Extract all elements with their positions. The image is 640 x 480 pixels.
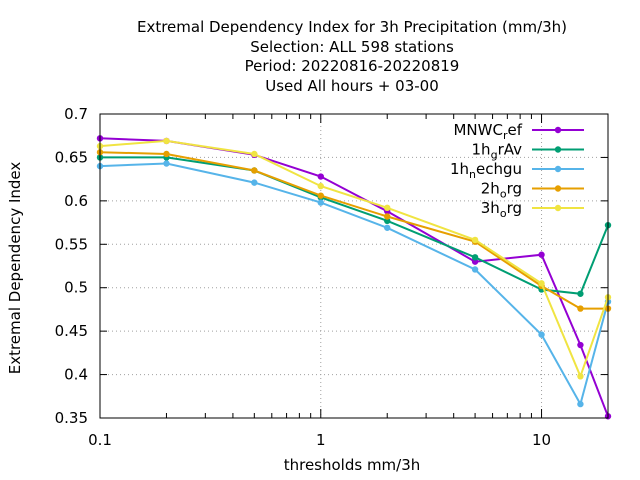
series-2 xyxy=(96,160,612,408)
series-3 xyxy=(96,149,612,312)
data-point xyxy=(471,266,479,273)
axis-ticks: 0.35 0.4 0.45 0.5 0.55 0.6 0.65 0.7 0.1 1 10 xyxy=(55,105,609,449)
y-tick-label: 0.5 xyxy=(64,279,88,297)
data-point xyxy=(577,400,584,408)
legend-marker xyxy=(554,146,562,153)
chart-title: Extremal Dependency Index for 3h Precipi… xyxy=(137,18,567,95)
y-tick-label: 0.55 xyxy=(55,235,88,253)
x-tick-label: 0.1 xyxy=(88,431,112,449)
data-point xyxy=(577,305,584,312)
data-point xyxy=(471,236,479,244)
legend-label: 2horg xyxy=(481,180,522,201)
title-line-2: Selection: ALL 598 stations xyxy=(250,38,454,56)
data-point xyxy=(163,160,170,167)
legend-item-3: 2horg xyxy=(481,180,584,201)
data-point xyxy=(471,254,479,261)
legend-label: 3horg xyxy=(481,199,522,220)
data-point xyxy=(384,224,391,231)
legend-label: 1hgrAv xyxy=(472,141,523,162)
legend-marker xyxy=(554,204,562,212)
data-point xyxy=(538,280,545,287)
data-point xyxy=(251,150,258,158)
plot-frame xyxy=(99,113,609,419)
series-line xyxy=(100,156,609,295)
title-line-3: Period: 20220816-20220819 xyxy=(245,57,460,75)
data-point xyxy=(317,173,324,180)
legend-item-0: MNWCref xyxy=(453,121,584,142)
title-line-4: Used All hours + 03-00 xyxy=(265,77,439,95)
x-tick-label: 10 xyxy=(532,431,551,449)
x-tick-label: 1 xyxy=(316,431,326,449)
data-point xyxy=(317,199,324,206)
data-point xyxy=(384,213,391,220)
legend-marker xyxy=(554,185,562,192)
data-point xyxy=(317,192,324,199)
y-tick-label: 0.7 xyxy=(64,105,88,123)
y-tick-label: 0.6 xyxy=(64,192,88,210)
data-series xyxy=(96,135,612,420)
data-point xyxy=(163,137,170,145)
y-tick-label: 0.4 xyxy=(64,366,88,384)
data-point xyxy=(317,182,324,190)
y-tick-label: 0.35 xyxy=(55,409,88,427)
series-line xyxy=(99,139,609,380)
data-point xyxy=(577,290,584,297)
series-1 xyxy=(96,154,612,297)
data-point xyxy=(577,341,584,349)
title-line-1: Extremal Dependency Index for 3h Precipi… xyxy=(137,18,567,36)
data-point xyxy=(251,167,258,174)
y-tick-label: 0.45 xyxy=(55,322,88,340)
series-4 xyxy=(96,137,612,380)
data-point xyxy=(251,179,258,186)
legend-marker xyxy=(554,126,562,134)
data-point xyxy=(384,204,391,212)
legend-item-1: 1hgrAv xyxy=(472,141,584,162)
legend-item-4: 3horg xyxy=(481,199,584,220)
x-axis-label: thresholds mm/3h xyxy=(284,456,421,474)
legend-marker xyxy=(554,165,562,173)
legend-item-2: 1hnechgu xyxy=(450,160,584,181)
y-axis-label: Extremal Dependency Index xyxy=(6,162,24,375)
data-point xyxy=(163,150,170,158)
data-point xyxy=(538,251,545,258)
legend-label: MNWCref xyxy=(453,121,522,142)
legend-label: 1hnechgu xyxy=(450,160,522,181)
y-tick-label: 0.65 xyxy=(55,148,88,166)
series-0 xyxy=(96,135,612,420)
data-point xyxy=(538,331,545,338)
data-point xyxy=(577,373,584,380)
